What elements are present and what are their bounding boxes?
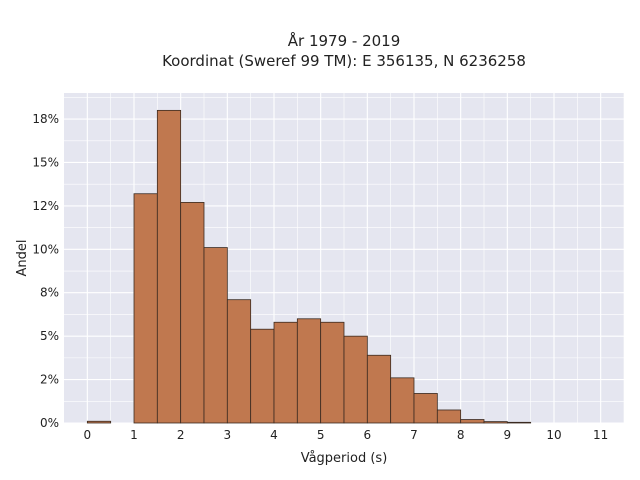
y-axis-ticks: 0% 2% 5% 8% 10% 12% 15% 18% [32, 112, 59, 430]
histogram-bar [296, 318, 322, 424]
histogram-bar [413, 393, 438, 424]
x-axis-label: Vågperiod (s) [301, 451, 388, 466]
y-tick-label: 0% [40, 416, 59, 430]
histogram-bar [226, 299, 252, 424]
y-axis-label: Andel [15, 240, 30, 277]
x-tick-label: 8 [457, 428, 465, 442]
x-tick-label: 5 [317, 428, 325, 442]
x-tick-label: 6 [364, 428, 372, 442]
histogram-bar [460, 419, 485, 424]
x-tick-label: 9 [504, 428, 512, 442]
histogram-bar [156, 109, 182, 424]
histogram-bar [343, 335, 368, 424]
histogram-bar [273, 321, 298, 424]
histogram-bar [133, 193, 158, 424]
x-tick-label: 2 [177, 428, 185, 442]
bars [86, 109, 532, 424]
y-tick-label: 8% [40, 286, 59, 300]
chart-title: År 1979 - 2019 [288, 31, 401, 50]
x-tick-label: 4 [270, 428, 278, 442]
histogram-bar [390, 377, 415, 424]
histogram-bar [250, 328, 275, 424]
x-tick-label: 0 [84, 428, 92, 442]
x-tick-label: 10 [546, 428, 561, 442]
chart-subtitle: Koordinat (Sweref 99 TM): E 356135, N 62… [162, 52, 526, 70]
x-tick-label: 1 [130, 428, 138, 442]
x-tick-label: 3 [224, 428, 232, 442]
x-tick-label: 7 [410, 428, 418, 442]
histogram-bar [436, 409, 462, 424]
y-tick-label: 12% [32, 199, 59, 213]
x-tick-label: 11 [593, 428, 608, 442]
histogram-bar [320, 321, 345, 424]
histogram-bar [86, 420, 112, 424]
y-tick-label: 5% [40, 329, 59, 343]
histogram-bar [366, 354, 392, 424]
y-tick-label: 18% [32, 112, 59, 126]
x-axis-ticks: 0 1 2 3 4 5 6 7 8 9 10 11 [84, 428, 609, 442]
y-tick-label: 15% [32, 155, 59, 169]
y-tick-label: 2% [40, 373, 59, 387]
histogram-bar [180, 202, 205, 424]
histogram-bar [506, 421, 532, 424]
histogram-bar [203, 247, 228, 424]
histogram-bar [483, 421, 508, 424]
y-tick-label: 10% [32, 242, 59, 256]
